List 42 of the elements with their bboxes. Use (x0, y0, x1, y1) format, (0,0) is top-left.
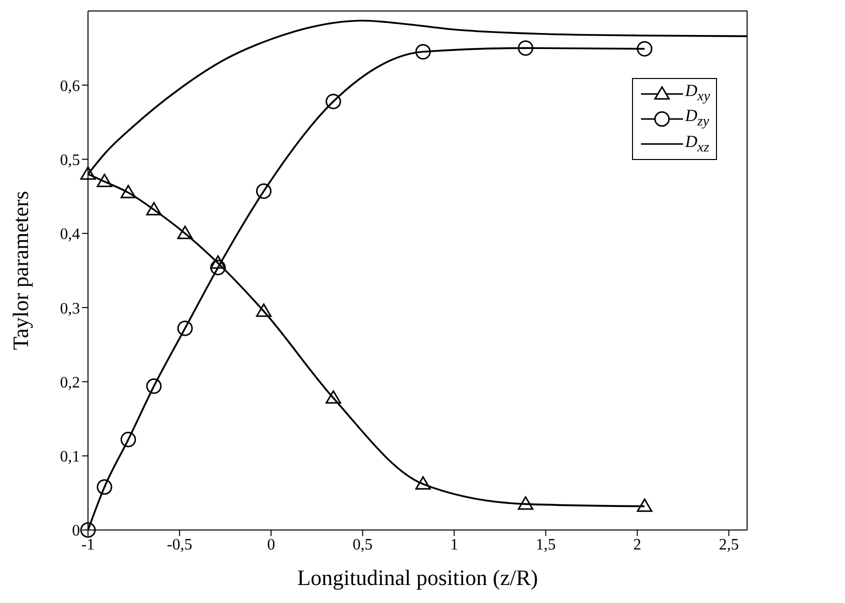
legend-label: D$_{xy}$ (685, 81, 710, 104)
point (96, 479, 112, 495)
legend-label: D$_{xz}$ (685, 132, 710, 156)
point (80, 522, 96, 538)
point (636, 41, 652, 57)
x-tick-label: 2 (633, 536, 642, 554)
x-tick-label: 1 (450, 536, 458, 554)
point (256, 183, 272, 199)
y-axis-title: Taylor parameters (8, 190, 33, 350)
y-tick-label: 0 (72, 522, 80, 540)
y-tick-label: 0,6 (60, 78, 80, 95)
x-tick-label: 2,5 (718, 536, 739, 554)
point (256, 304, 272, 317)
y-tick-label: 0,2 (60, 374, 80, 392)
y-tick-label: 0,1 (60, 448, 80, 466)
point (415, 44, 431, 60)
point (518, 40, 534, 56)
y-tick-label: 0,3 (60, 300, 80, 318)
point (80, 166, 96, 180)
legend-label: D$_{zy}$ (685, 106, 710, 130)
point (415, 476, 431, 490)
x-tick-label: 0 (267, 536, 276, 554)
point (96, 174, 112, 188)
point (210, 260, 226, 276)
x-tick-label: 1,5 (536, 536, 556, 554)
y-tick-label: 0,5 (60, 152, 80, 169)
y-tick-label: 0,4 (60, 226, 80, 244)
point (146, 378, 162, 394)
x-tick-label: -0,5 (166, 536, 192, 554)
x-tick-label: -1 (81, 536, 95, 554)
point (636, 498, 652, 512)
x-tick-label: 0,5 (352, 536, 373, 554)
point (120, 184, 136, 198)
point (177, 320, 193, 336)
point (210, 255, 226, 269)
point (177, 226, 193, 240)
x-axis-title: Longitudinal position (z/R) (297, 565, 538, 590)
point (326, 390, 342, 404)
point (146, 202, 162, 216)
point (326, 94, 342, 110)
point (518, 496, 534, 510)
point (120, 432, 136, 448)
